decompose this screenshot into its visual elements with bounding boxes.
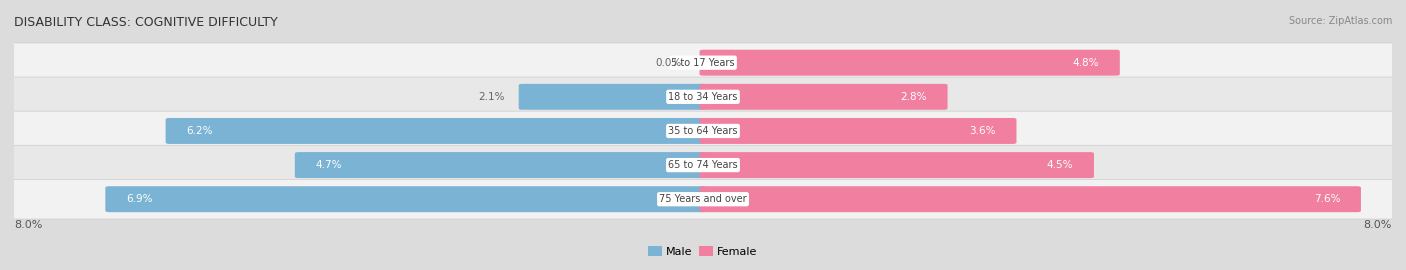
Text: 4.5%: 4.5% — [1047, 160, 1073, 170]
FancyBboxPatch shape — [295, 152, 706, 178]
FancyBboxPatch shape — [105, 186, 706, 212]
Text: 0.0%: 0.0% — [655, 58, 682, 68]
FancyBboxPatch shape — [166, 118, 706, 144]
Text: 5 to 17 Years: 5 to 17 Years — [671, 58, 735, 68]
FancyBboxPatch shape — [0, 43, 1406, 82]
Text: 65 to 74 Years: 65 to 74 Years — [668, 160, 738, 170]
FancyBboxPatch shape — [0, 111, 1406, 151]
Text: 8.0%: 8.0% — [1364, 220, 1392, 230]
FancyBboxPatch shape — [700, 50, 1119, 76]
Text: 2.1%: 2.1% — [478, 92, 505, 102]
Text: 6.9%: 6.9% — [127, 194, 152, 204]
Text: 35 to 64 Years: 35 to 64 Years — [668, 126, 738, 136]
Legend: Male, Female: Male, Female — [644, 241, 762, 261]
Text: 6.2%: 6.2% — [186, 126, 212, 136]
FancyBboxPatch shape — [0, 180, 1406, 219]
FancyBboxPatch shape — [0, 145, 1406, 185]
Text: 8.0%: 8.0% — [14, 220, 42, 230]
FancyBboxPatch shape — [700, 152, 1094, 178]
FancyBboxPatch shape — [0, 77, 1406, 117]
FancyBboxPatch shape — [700, 118, 1017, 144]
Text: 7.6%: 7.6% — [1313, 194, 1340, 204]
Text: 18 to 34 Years: 18 to 34 Years — [668, 92, 738, 102]
Text: 4.8%: 4.8% — [1073, 58, 1099, 68]
FancyBboxPatch shape — [519, 84, 706, 110]
Text: 4.7%: 4.7% — [315, 160, 342, 170]
Text: 3.6%: 3.6% — [969, 126, 995, 136]
Text: Source: ZipAtlas.com: Source: ZipAtlas.com — [1288, 16, 1392, 26]
Text: DISABILITY CLASS: COGNITIVE DIFFICULTY: DISABILITY CLASS: COGNITIVE DIFFICULTY — [14, 16, 278, 29]
Text: 75 Years and over: 75 Years and over — [659, 194, 747, 204]
FancyBboxPatch shape — [700, 84, 948, 110]
FancyBboxPatch shape — [700, 186, 1361, 212]
Text: 2.8%: 2.8% — [900, 92, 927, 102]
